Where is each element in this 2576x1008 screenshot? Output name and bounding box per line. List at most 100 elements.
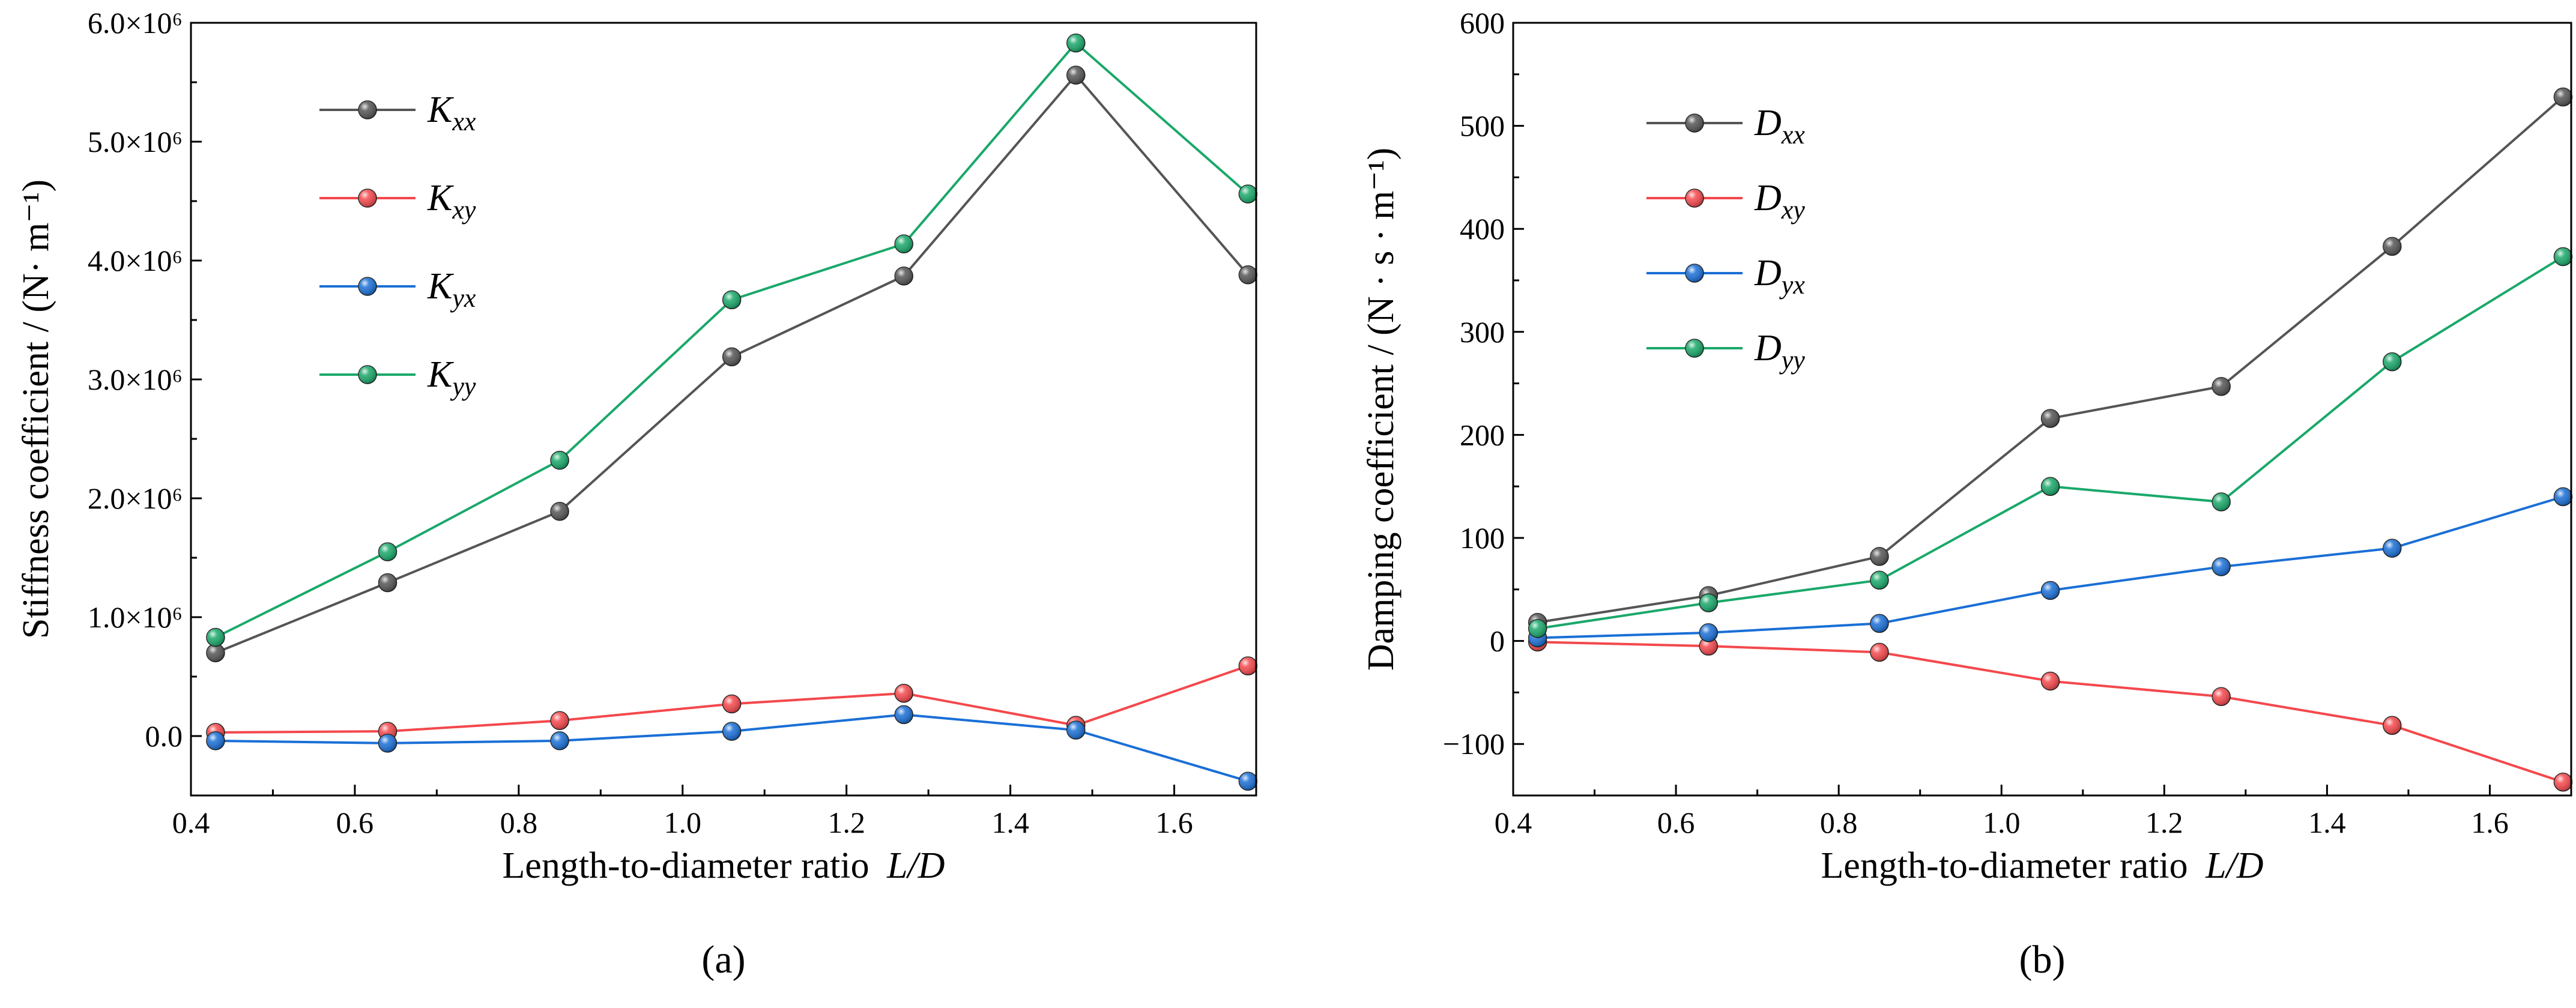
stiffness-x-tick-label: 1.2: [827, 806, 865, 839]
damping-point-xy: [2040, 671, 2060, 691]
damping-point-yx: [2040, 581, 2060, 600]
damping-x-tick-label: 1.6: [2471, 806, 2509, 839]
damping-point-yx: [1699, 623, 1719, 642]
legend-label-main: K: [427, 178, 455, 219]
legend-label-main: D: [1754, 253, 1782, 294]
stiffness-point-yx: [550, 731, 569, 750]
damping-point-xy: [1699, 636, 1719, 656]
legend-label-sub: xy: [452, 195, 476, 225]
stiffness-point-yy: [722, 290, 742, 310]
stiffness-point-yx: [1066, 720, 1086, 740]
damping-y-tick-label: −100: [1443, 727, 1505, 761]
legend-label-main: K: [427, 266, 455, 307]
damping-point-yx: [2212, 557, 2231, 576]
stiffness-legend-item-yx: Kyx: [319, 266, 476, 313]
stiffness-y-tick-label: 3.0×10⁶: [88, 363, 183, 396]
damping-y-tick-label: 0: [1490, 624, 1505, 658]
stiffness-x-axis-title-var: L/D: [886, 845, 945, 886]
stiffness-y-tick-label: 6.0×10⁶: [88, 6, 183, 40]
stiffness-legend-label-xy: Kxy: [427, 178, 476, 225]
stiffness-point-yy: [1066, 33, 1086, 53]
legend-label-main: K: [427, 354, 455, 395]
damping-point-yy: [2040, 477, 2060, 496]
stiffness-point-yy: [894, 234, 913, 254]
stiffness-point-yx: [378, 734, 398, 753]
legend-label-main: D: [1754, 178, 1782, 219]
stiffness-axes: 0.4 0.6 0.8 1.0 1.2 1.4 1.6 0.0 1.0×10⁶ 2.0×10⁶ 3.…: [88, 6, 1193, 839]
legend-label-sub: yy: [1779, 345, 1806, 375]
damping-y-tick-label: 200: [1460, 418, 1505, 451]
damping-x-tick-label: 0.8: [1820, 806, 1858, 839]
stiffness-series: [206, 33, 1258, 791]
stiffness-point-yx: [1238, 771, 1258, 791]
stiffness-point-xx: [206, 643, 225, 663]
stiffness-legend-item-xy: Kxy: [319, 178, 476, 225]
stiffness-legend-item-xx: Kxx: [319, 89, 476, 136]
stiffness-chart: 0.4 0.6 0.8 1.0 1.2 1.4 1.6 0.0 1.0×10⁶ 2.0×10⁶ 3.…: [16, 6, 1258, 982]
damping-point-yx: [2553, 487, 2573, 507]
legend-label-main: D: [1754, 103, 1782, 143]
damping-y-tick-label: 300: [1460, 315, 1505, 349]
stiffness-point-yy: [206, 627, 225, 647]
legend-label-sub: yx: [450, 283, 476, 313]
damping-legend-item-xx: Dxx: [1646, 103, 1805, 149]
stiffness-point-xy: [1238, 656, 1258, 675]
legend-label-sub: yy: [450, 372, 476, 401]
stiffness-point-xy: [722, 694, 742, 714]
stiffness-point-xx: [722, 347, 742, 367]
stiffness-x-tick-label: 1.6: [1155, 806, 1193, 839]
stiffness-x-axis-title-text: Length-to-diameter ratio: [502, 845, 869, 886]
stiffness-plot-frame: [190, 22, 1257, 797]
damping-point-xy: [2553, 772, 2573, 792]
damping-point-xx: [2553, 87, 2573, 107]
stiffness-x-axis-title: Length-to-diameter ratio L/D: [502, 845, 945, 886]
stiffness-x-tick-label: 1.4: [991, 806, 1029, 839]
damping-point-xx: [2383, 237, 2402, 256]
stiffness-point-yy: [1238, 184, 1258, 204]
stiffness-point-xx: [378, 573, 398, 593]
damping-x-axis-title-text: Length-to-diameter ratio: [1821, 845, 2187, 886]
damping-point-yy: [2212, 492, 2231, 512]
damping-x-axis-title: Length-to-diameter ratio L/D: [1821, 845, 2263, 886]
stiffness-point-xx: [1066, 65, 1086, 85]
stiffness-legend-item-yy: Kyy: [319, 354, 476, 401]
damping-point-yx: [2383, 539, 2402, 558]
damping-x-tick-label: 0.6: [1657, 806, 1695, 839]
damping-point-yy: [1699, 593, 1719, 612]
stiffness-point-yy: [550, 450, 569, 470]
damping-y-tick-label: 400: [1460, 212, 1505, 246]
damping-legend-item-yx: Dyx: [1646, 253, 1805, 300]
damping-x-tick-label: 0.4: [1495, 806, 1532, 839]
stiffness-y-axis-title: Stiffness coefficient / (N· m⁻¹): [16, 180, 56, 639]
damping-point-yy: [2383, 352, 2402, 372]
stiffness-point-xx: [1238, 265, 1258, 285]
stiffness-legend-label-yx: Kyx: [427, 266, 476, 313]
legend-label-main: D: [1754, 328, 1782, 369]
stiffness-x-tick-label: 0.6: [336, 806, 374, 839]
damping-point-xy: [1870, 642, 1889, 662]
damping-y-axis-title: Damping coefficient / (N · s · m⁻¹): [1361, 148, 1401, 671]
damping-x-axis-title-var: L/D: [2205, 845, 2263, 886]
damping-series-line-xy: [1537, 641, 2564, 783]
damping-point-xy: [2383, 716, 2402, 735]
damping-series-line-yx: [1537, 495, 2564, 639]
damping-point-xx: [1870, 547, 1889, 566]
stiffness-point-yx: [722, 722, 742, 741]
damping-plot-frame: [1512, 22, 2572, 797]
stiffness-series-line-yy: [215, 41, 1249, 639]
stiffness-point-yx: [894, 705, 913, 725]
legend-label-sub: xy: [1781, 195, 1806, 225]
damping-series-line-yy: [1537, 255, 2564, 630]
legend-label-sub: yx: [1779, 270, 1806, 300]
damping-x-tick-label: 1.2: [2145, 806, 2183, 839]
damping-y-tick-label: 500: [1460, 109, 1505, 143]
damping-series: [1528, 87, 2573, 792]
damping-legend-label-yy: Dyy: [1754, 328, 1805, 375]
damping-y-tick-label: 600: [1460, 6, 1505, 40]
damping-legend-item-yy: Dyy: [1646, 328, 1805, 375]
damping-x-tick-label: 1.4: [2308, 806, 2346, 839]
stiffness-point-xx: [894, 266, 913, 286]
stiffness-point-xx: [550, 502, 569, 521]
legend-label-sub: xx: [1781, 120, 1806, 149]
